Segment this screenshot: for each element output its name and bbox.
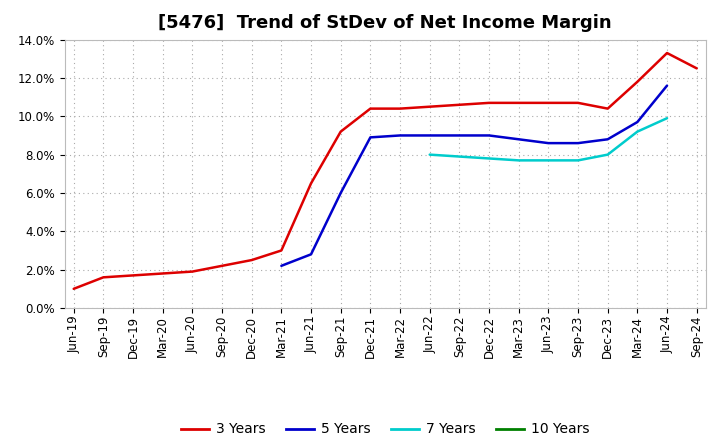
5 Years	[544, 140, 553, 146]
3 Years	[485, 100, 493, 106]
Legend: 3 Years, 5 Years, 7 Years, 10 Years: 3 Years, 5 Years, 7 Years, 10 Years	[175, 417, 595, 440]
7 Years	[455, 154, 464, 159]
5 Years	[574, 140, 582, 146]
3 Years	[426, 104, 434, 109]
3 Years	[544, 100, 553, 106]
5 Years	[662, 83, 671, 88]
Line: 7 Years: 7 Years	[430, 118, 667, 161]
3 Years	[396, 106, 405, 111]
3 Years	[336, 129, 345, 134]
3 Years	[693, 66, 701, 71]
3 Years	[455, 102, 464, 107]
7 Years	[603, 152, 612, 157]
3 Years	[366, 106, 374, 111]
7 Years	[633, 129, 642, 134]
7 Years	[574, 158, 582, 163]
3 Years	[217, 263, 226, 268]
5 Years	[336, 191, 345, 196]
5 Years	[485, 133, 493, 138]
7 Years	[544, 158, 553, 163]
5 Years	[455, 133, 464, 138]
3 Years	[129, 273, 138, 278]
7 Years	[485, 156, 493, 161]
3 Years	[307, 181, 315, 186]
5 Years	[277, 263, 286, 268]
7 Years	[514, 158, 523, 163]
3 Years	[603, 106, 612, 111]
7 Years	[426, 152, 434, 157]
3 Years	[277, 248, 286, 253]
3 Years	[158, 271, 167, 276]
5 Years	[396, 133, 405, 138]
3 Years	[514, 100, 523, 106]
5 Years	[366, 135, 374, 140]
Line: 5 Years: 5 Years	[282, 86, 667, 266]
3 Years	[574, 100, 582, 106]
5 Years	[426, 133, 434, 138]
Line: 3 Years: 3 Years	[73, 53, 697, 289]
7 Years	[662, 116, 671, 121]
5 Years	[514, 137, 523, 142]
3 Years	[188, 269, 197, 274]
5 Years	[307, 252, 315, 257]
3 Years	[633, 79, 642, 84]
Title: [5476]  Trend of StDev of Net Income Margin: [5476] Trend of StDev of Net Income Marg…	[158, 15, 612, 33]
3 Years	[99, 275, 108, 280]
3 Years	[69, 286, 78, 291]
3 Years	[662, 50, 671, 55]
3 Years	[248, 257, 256, 263]
5 Years	[633, 119, 642, 125]
5 Years	[603, 137, 612, 142]
